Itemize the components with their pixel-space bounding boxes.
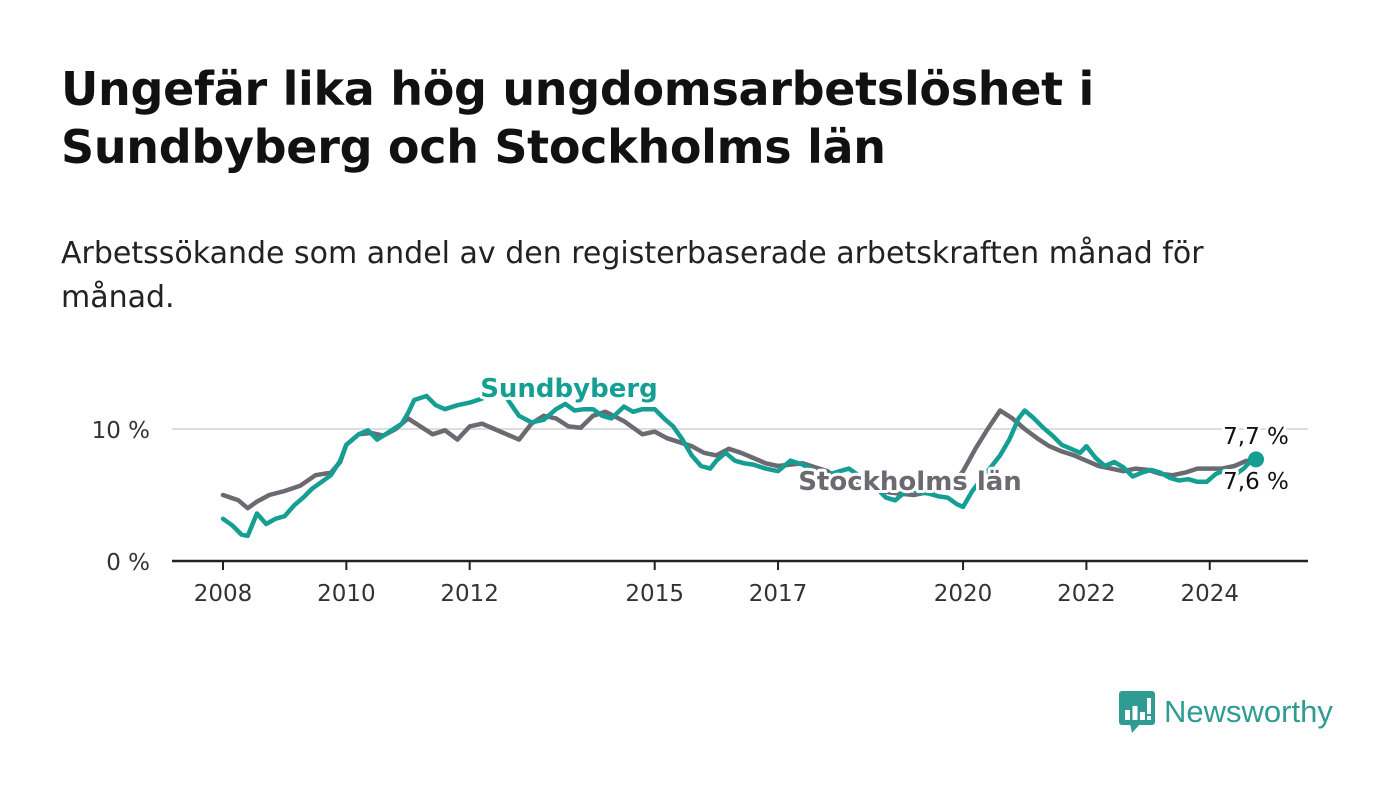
series-line-sundbyberg — [220, 384, 1259, 539]
y-tick-label: 0 % — [106, 550, 150, 576]
end-label-stockholm: 7,6 % — [1223, 469, 1289, 495]
series-label-sundbyberg: Sundbyberg — [480, 374, 658, 404]
x-tick-label: 2024 — [1180, 581, 1239, 607]
x-tick-label: 2020 — [934, 581, 993, 607]
line-chart: 0 %10 %2008 2010 2012 2015 2017 2020 2022 2024 … — [92, 371, 1308, 607]
brand-name: Newsworthy — [1164, 694, 1333, 729]
series-label-stockholm: Stockholms län — [798, 467, 1022, 497]
x-tick-label: 2012 — [440, 581, 499, 607]
end-label-sundbyberg: 7,7 % — [1223, 424, 1289, 450]
label-layer: Sundbyberg Stockholms län 7,7 % 7,6 % — [477, 371, 1292, 500]
chart-title: Ungefär lika hög ungdomsarbetslöshet i S… — [61, 62, 1095, 174]
x-tick-label: 2017 — [749, 581, 808, 607]
x-tick-label: 2008 — [194, 581, 253, 607]
tick-layer: 0 % 10 % 2008 2010 2012 2015 2017 2020 2022 2024 — [92, 418, 1308, 607]
chart-subtitle: Arbetssökande som andel av den registerb… — [61, 236, 1204, 315]
y-tick-label: 10 % — [92, 418, 150, 444]
series-endpoint-sundbyberg — [1248, 451, 1264, 468]
newsworthy-brand[interactable]: Newsworthy — [1118, 690, 1333, 734]
x-tick-label: 2022 — [1057, 581, 1116, 607]
series-layer — [220, 384, 1259, 539]
x-tick-label: 2010 — [317, 581, 376, 607]
newsworthy-logo-icon — [1119, 691, 1155, 733]
x-tick-label: 2015 — [625, 581, 684, 607]
